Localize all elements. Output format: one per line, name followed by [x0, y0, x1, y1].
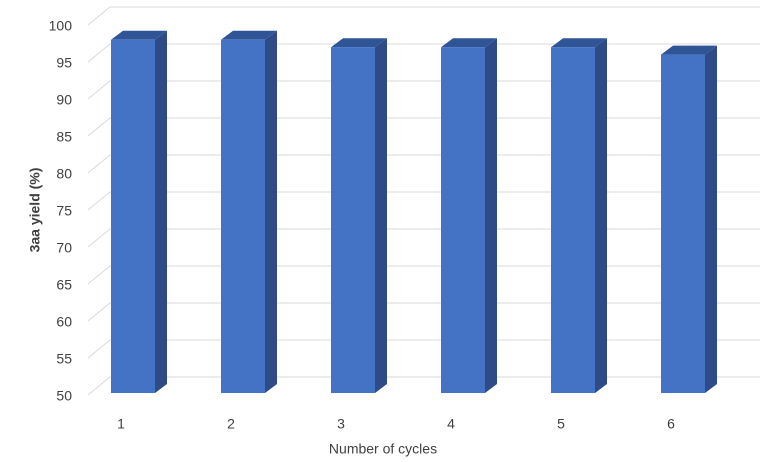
- grid-line: [87, 6, 760, 26]
- y-tick-label: 85: [56, 129, 72, 145]
- x-tick-label: 4: [447, 416, 455, 432]
- x-tick-label: 3: [337, 416, 345, 432]
- y-tick-label: 50: [56, 388, 72, 404]
- bar-side: [155, 30, 167, 394]
- bar-side: [375, 38, 387, 393]
- grid-line: [87, 228, 760, 248]
- bar-front: [551, 47, 595, 393]
- x-tick-label: 2: [227, 416, 235, 432]
- bar-side: [595, 38, 607, 393]
- x-tick-label: 6: [667, 416, 675, 432]
- grid-line: [87, 43, 760, 63]
- bar-top: [661, 45, 717, 55]
- grid-line: [87, 154, 760, 174]
- y-tick-label: 80: [56, 166, 72, 182]
- bar-side: [485, 38, 497, 393]
- y-tick-label: 100: [49, 18, 73, 34]
- bar-top: [221, 30, 277, 40]
- grid-line: [87, 265, 760, 285]
- bar-front: [661, 54, 705, 393]
- bar-front: [331, 47, 375, 393]
- x-tick-label: 1: [117, 416, 125, 432]
- grid-line: [87, 191, 760, 211]
- y-axis-title: 3aa yield (%): [27, 168, 43, 253]
- x-axis-title: Number of cycles: [329, 441, 437, 457]
- bar-top: [331, 38, 387, 48]
- y-tick-label: 55: [56, 351, 72, 367]
- x-tick-label: 5: [557, 416, 565, 432]
- bar: [661, 45, 717, 393]
- bar-side: [705, 45, 717, 393]
- grid-line: [87, 339, 760, 359]
- bar: [331, 38, 387, 393]
- grid-line: [87, 117, 760, 137]
- grid-line: [87, 302, 760, 322]
- bar-front: [441, 47, 485, 393]
- bar-top: [551, 38, 607, 48]
- y-tick-label: 95: [56, 55, 72, 71]
- y-tick-label: 90: [56, 92, 72, 108]
- bar-top: [111, 30, 167, 40]
- y-tick-label: 70: [56, 240, 72, 256]
- bar-side: [265, 30, 277, 394]
- y-tick-label: 75: [56, 203, 72, 219]
- bar-top: [441, 38, 497, 48]
- bar: [441, 38, 497, 393]
- grid-line: [87, 376, 760, 396]
- bar: [551, 38, 607, 393]
- bar-front: [221, 39, 265, 394]
- bar: [111, 30, 167, 394]
- bar: [221, 30, 277, 394]
- y-tick-label: 65: [56, 277, 72, 293]
- grid-line: [87, 80, 760, 100]
- bar-front: [111, 39, 155, 394]
- y-tick-label: 60: [56, 314, 72, 330]
